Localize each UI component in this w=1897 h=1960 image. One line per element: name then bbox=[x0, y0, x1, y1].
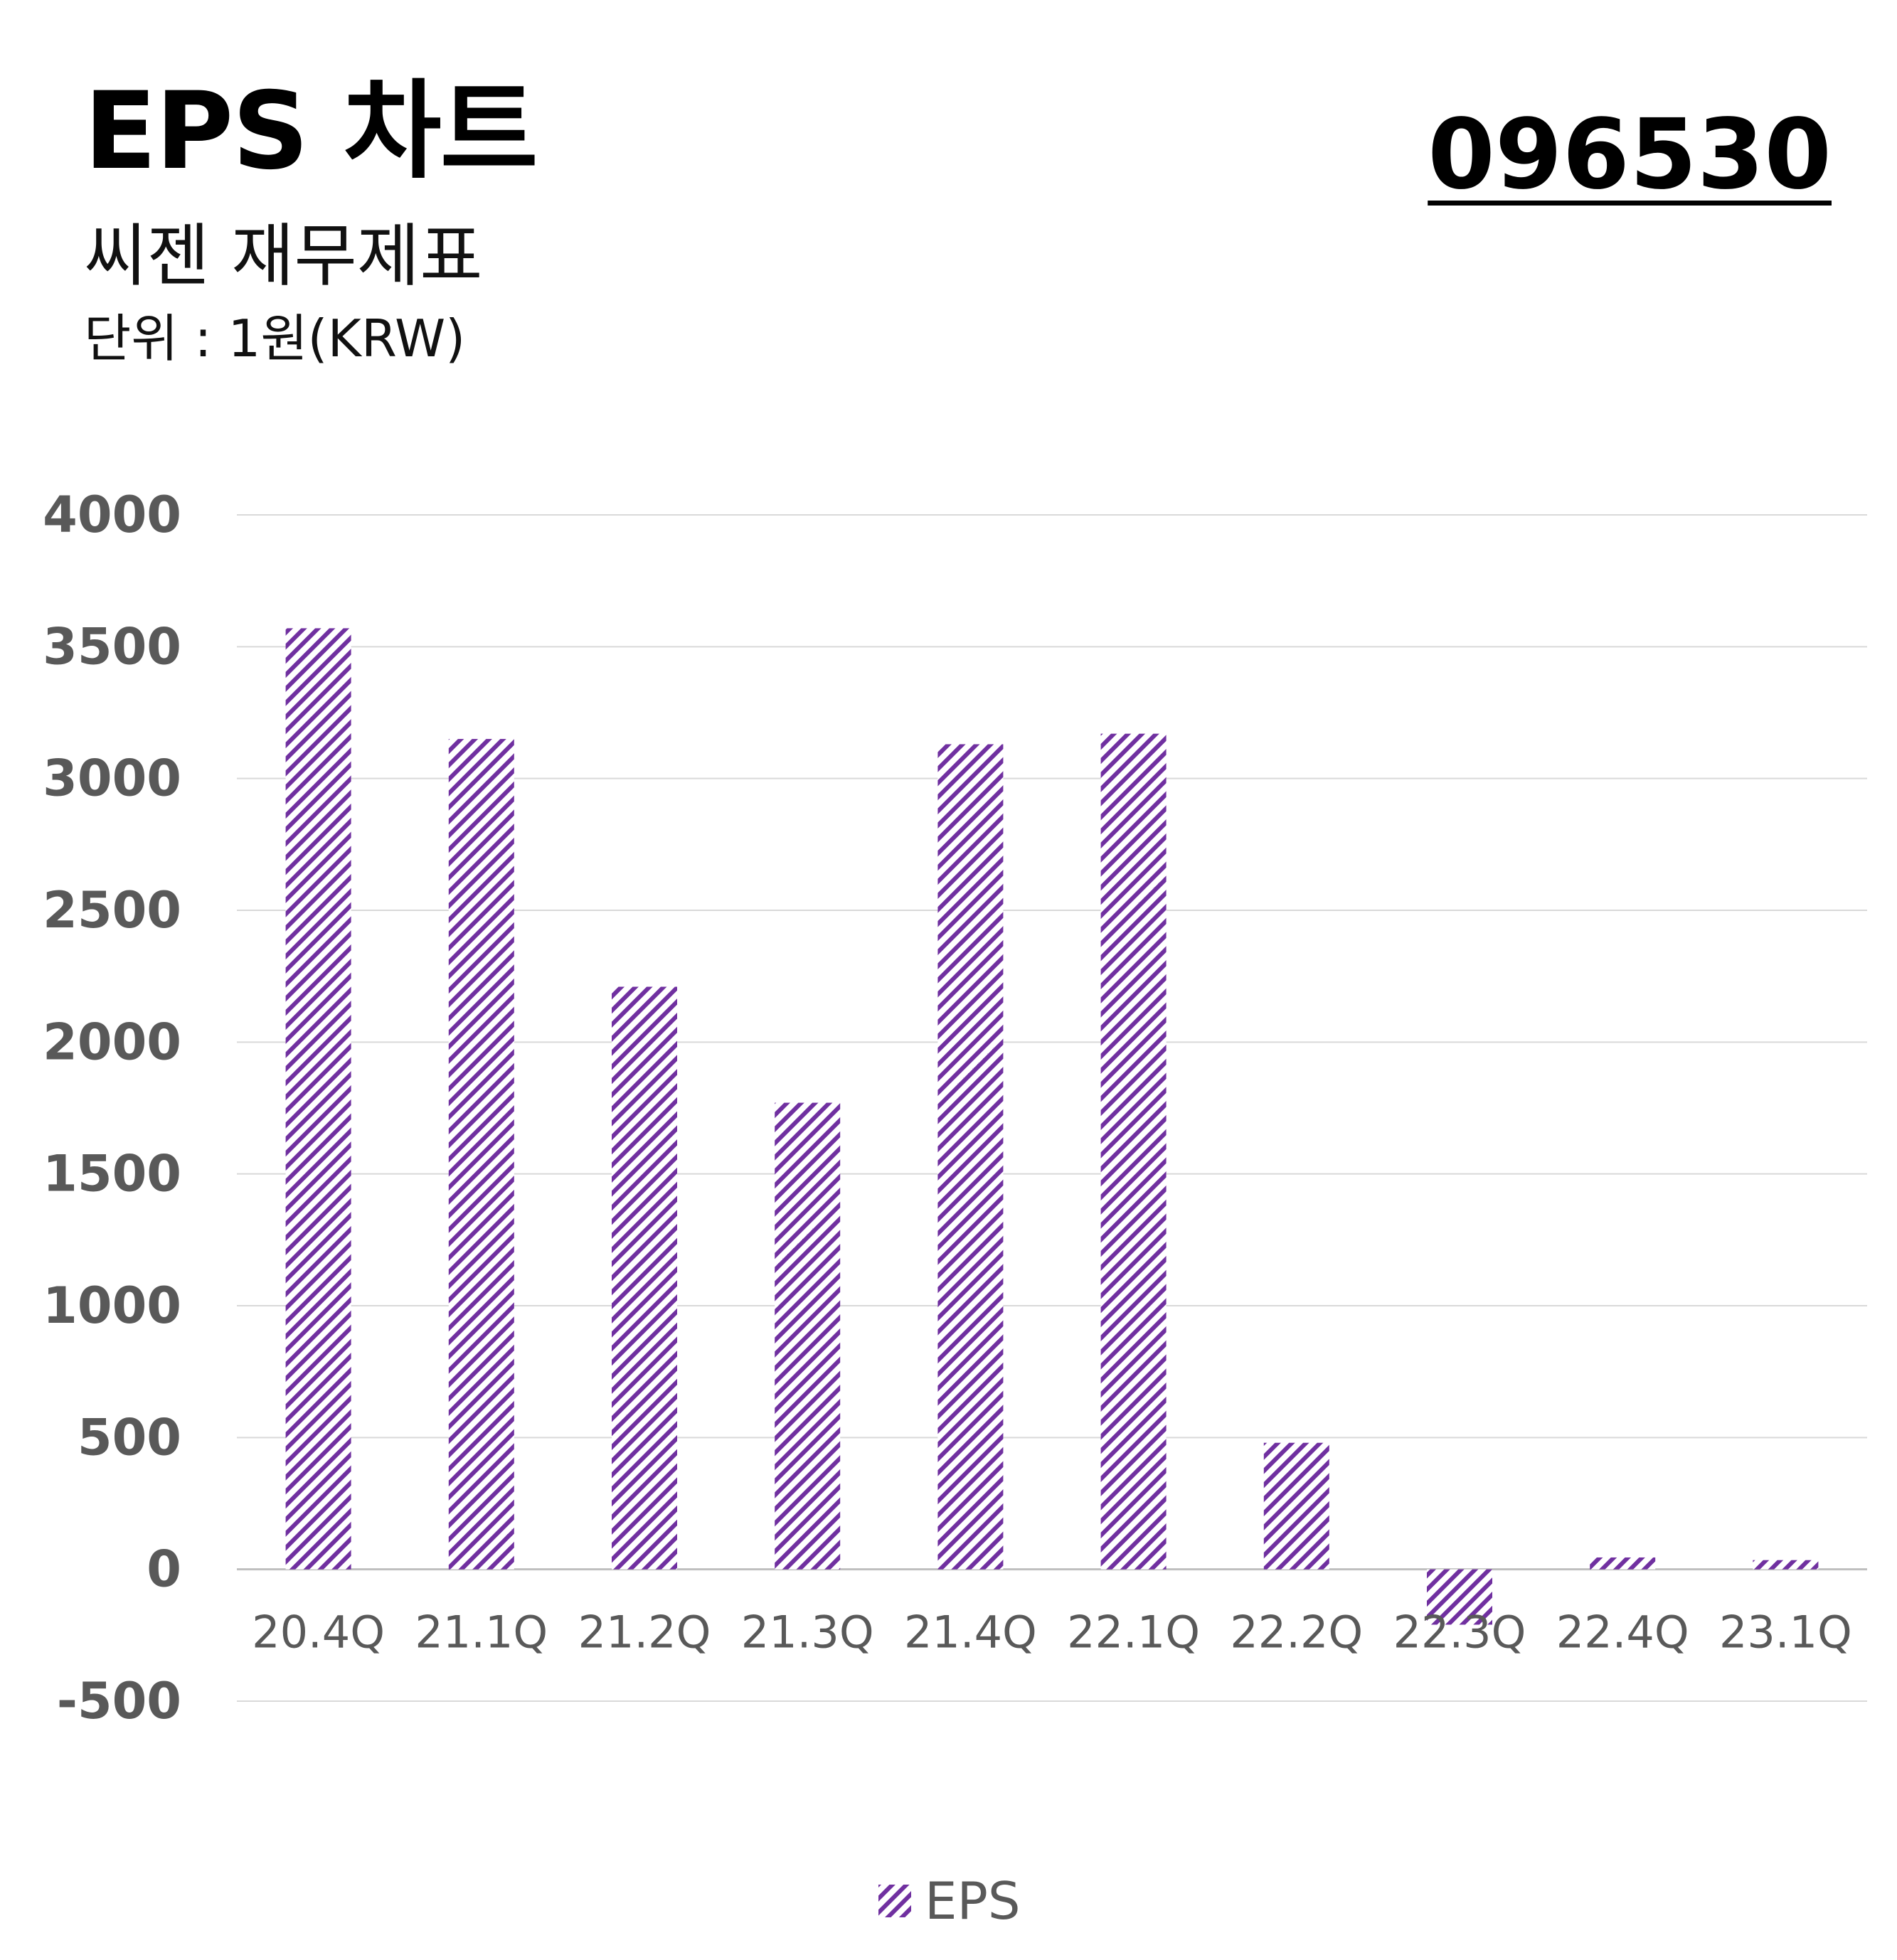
bar-23.1Q bbox=[1753, 1560, 1819, 1570]
bar-22.4Q bbox=[1590, 1557, 1656, 1570]
x-tick-label: 22.3Q bbox=[1393, 1607, 1526, 1658]
x-tick-label: 21.4Q bbox=[904, 1607, 1037, 1658]
y-tick-label: -500 bbox=[57, 1672, 181, 1730]
bar-21.1Q bbox=[448, 739, 514, 1570]
y-axis-ticks: 4000 3500 3000 2500 2000 1500 1000 500 0 -500 bbox=[43, 486, 181, 1730]
bars bbox=[285, 628, 1819, 1625]
y-tick-label: 3500 bbox=[43, 617, 181, 676]
legend: EPS bbox=[878, 1871, 1021, 1931]
bar-21.4Q bbox=[937, 744, 1004, 1570]
x-tick-label: 22.2Q bbox=[1230, 1607, 1363, 1658]
x-tick-label: 21.3Q bbox=[741, 1607, 874, 1658]
chart-title: EPS 차트 bbox=[84, 70, 538, 193]
y-tick-label: 2000 bbox=[43, 1013, 181, 1071]
y-tick-label: 1500 bbox=[43, 1145, 181, 1203]
y-tick-label: 1000 bbox=[43, 1277, 181, 1335]
y-tick-label: 0 bbox=[147, 1540, 181, 1599]
x-axis-ticks: 20.4Q 21.1Q 21.2Q 21.3Q 21.4Q 22.1Q 22.2Q 22.3Q… bbox=[252, 1607, 1852, 1658]
y-tick-label: 4000 bbox=[43, 486, 181, 544]
x-tick-label: 21.2Q bbox=[578, 1607, 711, 1658]
bar-22.2Q bbox=[1263, 1442, 1329, 1570]
bar-21.2Q bbox=[612, 986, 677, 1570]
bar-22.1Q bbox=[1100, 733, 1167, 1570]
x-tick-label: 22.4Q bbox=[1556, 1607, 1689, 1658]
bar-22.3Q bbox=[1427, 1569, 1492, 1625]
y-tick-label: 3000 bbox=[43, 750, 181, 808]
chart-subtitle: 씨젠 재무제표 bbox=[84, 216, 483, 296]
x-tick-label: 23.1Q bbox=[1719, 1607, 1852, 1658]
bar-20.4Q bbox=[285, 628, 351, 1570]
x-tick-label: 21.1Q bbox=[415, 1607, 548, 1658]
y-tick-label: 500 bbox=[78, 1408, 181, 1466]
bar-21.3Q bbox=[775, 1102, 841, 1570]
y-tick-label: 2500 bbox=[43, 881, 181, 939]
legend-label: EPS bbox=[925, 1871, 1021, 1931]
x-tick-label: 20.4Q bbox=[252, 1607, 385, 1658]
stock-ticker: 096530 bbox=[1428, 99, 1832, 211]
x-tick-label: 22.1Q bbox=[1067, 1607, 1200, 1658]
legend-swatch bbox=[878, 1885, 911, 1917]
unit-label: 단위 : 1원(KRW) bbox=[84, 309, 466, 368]
